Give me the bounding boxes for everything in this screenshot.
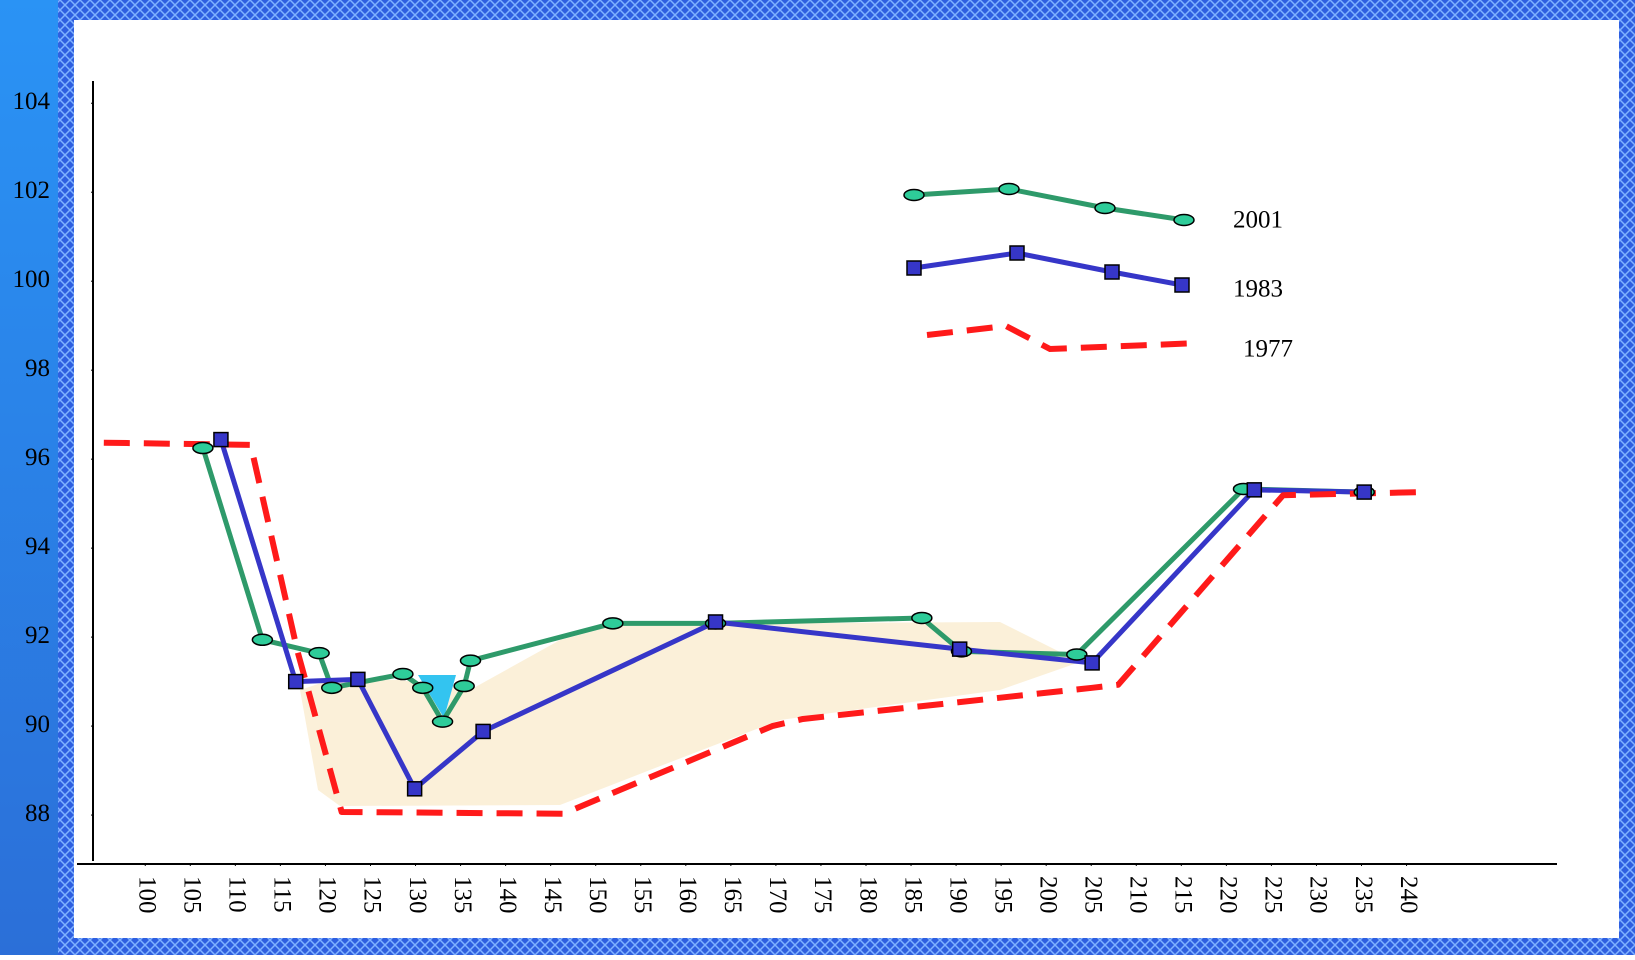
point [912, 612, 932, 623]
point [1357, 485, 1371, 499]
legend-marker [1105, 265, 1119, 279]
point [709, 615, 723, 629]
x-tick-label: 225 [1260, 876, 1287, 914]
legend-marker [907, 261, 921, 275]
legend-marker [1175, 278, 1189, 292]
x-tick-label: 120 [314, 876, 341, 914]
x-tick-label: 150 [584, 876, 611, 914]
y-tick-label: 96 [25, 444, 50, 471]
x-tick-label: 135 [449, 876, 476, 914]
legend-label: 1977 [1243, 336, 1293, 363]
x-tick-label: 110 [224, 876, 251, 913]
legend-label: 1983 [1233, 276, 1283, 303]
legend-marker [1174, 215, 1194, 226]
point [214, 433, 228, 447]
y-tick-label: 92 [25, 622, 50, 649]
x-tick-label: 185 [899, 876, 926, 914]
x-tick-label: 100 [134, 876, 161, 914]
chart: 88 90 92 94 96 98 100 102 104 100 105 110 115 120 125 1… [0, 0, 1635, 955]
y-tick-label: 90 [25, 711, 50, 738]
legend-marker [1010, 246, 1024, 260]
point [476, 724, 490, 738]
page: 88 90 92 94 96 98 100 102 104 100 105 110 115 120 125 1… [0, 0, 1635, 955]
x-tick-label: 105 [179, 876, 206, 914]
point [351, 672, 365, 686]
point [193, 443, 213, 454]
point [433, 716, 453, 727]
x-tick-label: 125 [359, 876, 386, 914]
x-tick-label: 115 [269, 876, 296, 913]
x-tick-label: 220 [1215, 876, 1242, 914]
point [1247, 483, 1261, 497]
point [252, 634, 272, 645]
legend-marker [1095, 203, 1115, 214]
x-tick-label: 160 [674, 876, 701, 914]
point [408, 782, 422, 796]
y-tick-label: 94 [25, 533, 51, 560]
y-tick-label: 100 [13, 266, 51, 293]
y-tick-label: 104 [13, 88, 51, 115]
point [1085, 656, 1099, 670]
x-tick-label: 235 [1350, 876, 1377, 914]
x-tick-label: 165 [719, 876, 746, 914]
point [1067, 649, 1087, 660]
point [460, 655, 480, 666]
x-tick-label: 145 [539, 876, 566, 914]
point [309, 648, 329, 659]
y-tick-label: 102 [13, 177, 51, 204]
x-tick-label: 200 [1034, 876, 1061, 914]
x-tick-label: 230 [1305, 876, 1332, 914]
x-tick-label: 175 [809, 876, 836, 914]
x-tick-label: 205 [1079, 876, 1106, 914]
x-tick-label: 195 [989, 876, 1016, 914]
point [953, 642, 967, 656]
legend-marker [904, 190, 924, 201]
x-tick-label: 130 [404, 876, 431, 914]
panel [74, 20, 1619, 938]
x-tick-label: 190 [944, 876, 971, 914]
y-tick-label: 88 [25, 800, 50, 827]
point [603, 618, 623, 629]
x-tick-label: 155 [629, 876, 656, 914]
legend-marker [999, 184, 1019, 195]
point [322, 682, 342, 693]
point [413, 682, 433, 693]
x-tick-label: 240 [1395, 876, 1422, 914]
x-tick-label: 215 [1170, 876, 1197, 914]
legend-label: 2001 [1233, 207, 1283, 234]
y-tick-label: 98 [25, 355, 50, 382]
x-tick-label: 140 [494, 876, 521, 914]
x-tick-label: 180 [854, 876, 881, 914]
point [454, 681, 474, 692]
point [393, 669, 413, 680]
point [289, 675, 303, 689]
x-tick-label: 170 [764, 876, 791, 914]
x-tick-label: 210 [1125, 876, 1152, 914]
